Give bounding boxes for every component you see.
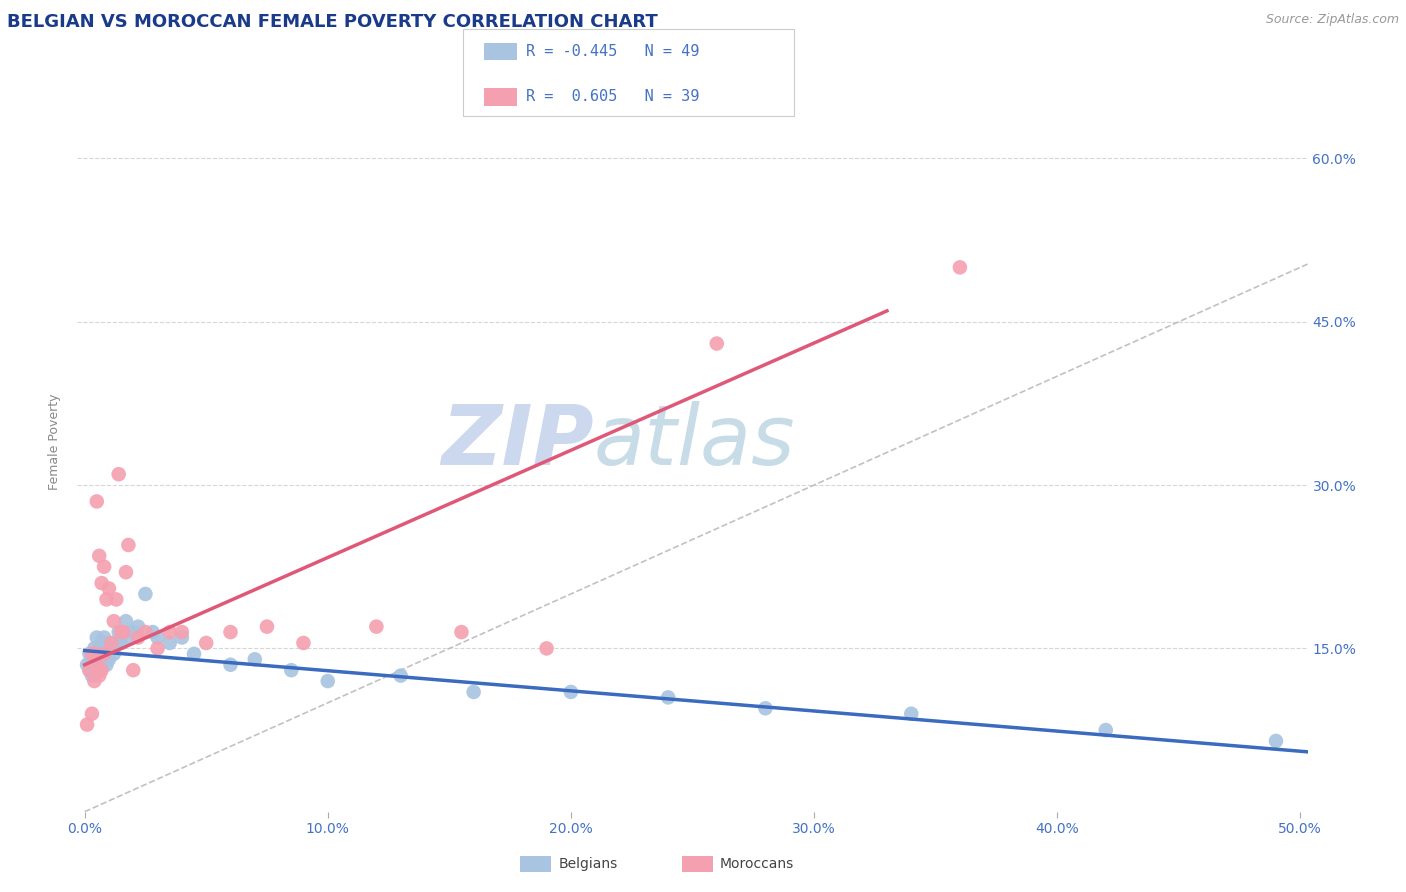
Point <box>90 576 112 591</box>
Point <box>93 647 115 661</box>
Point <box>93 652 115 666</box>
Point <box>195 636 218 650</box>
Point <box>115 614 138 628</box>
Point <box>103 614 125 628</box>
Point <box>450 625 472 640</box>
Point <box>86 494 108 508</box>
Point <box>110 636 132 650</box>
Point <box>112 625 135 640</box>
Point <box>110 625 132 640</box>
Point <box>89 549 111 563</box>
Point <box>86 631 108 645</box>
Point <box>142 625 165 640</box>
Text: ZIP: ZIP <box>441 401 595 482</box>
Point <box>1265 734 1288 748</box>
Point <box>127 631 149 645</box>
Point <box>90 657 112 672</box>
Point <box>97 636 120 650</box>
Point <box>117 538 139 552</box>
Text: Moroccans: Moroccans <box>720 857 794 871</box>
Point <box>146 641 169 656</box>
Point <box>105 636 128 650</box>
Point <box>112 625 135 640</box>
Point <box>76 657 98 672</box>
Point <box>83 641 105 656</box>
Point <box>83 663 105 677</box>
Point <box>170 625 193 640</box>
Point <box>316 674 339 689</box>
Text: R = -0.445   N = 49: R = -0.445 N = 49 <box>526 44 699 59</box>
Text: R =  0.605   N = 39: R = 0.605 N = 39 <box>526 89 699 104</box>
Point <box>86 657 108 672</box>
Point <box>280 663 302 677</box>
Point <box>93 631 115 645</box>
Point <box>900 706 922 721</box>
Point <box>80 706 103 721</box>
Point <box>949 260 972 275</box>
Point <box>134 587 156 601</box>
Point <box>100 636 122 650</box>
Point <box>657 690 679 705</box>
Point <box>79 663 101 677</box>
Point <box>183 647 205 661</box>
Point <box>706 336 728 351</box>
Point <box>1094 723 1116 737</box>
Point <box>107 467 129 482</box>
Point <box>89 652 111 666</box>
Point <box>463 685 485 699</box>
Point <box>89 641 111 656</box>
Point <box>159 636 181 650</box>
Point <box>86 657 108 672</box>
Point <box>96 592 118 607</box>
Point <box>83 674 105 689</box>
Point <box>292 636 315 650</box>
Point <box>366 619 388 633</box>
Point <box>243 652 266 666</box>
Text: atlas: atlas <box>595 401 796 482</box>
Point <box>560 685 582 699</box>
Point <box>146 631 169 645</box>
Point <box>83 647 105 661</box>
Point <box>93 559 115 574</box>
Point <box>80 647 103 661</box>
Point <box>80 652 103 666</box>
Point <box>122 625 145 640</box>
Point <box>90 636 112 650</box>
Text: Belgians: Belgians <box>558 857 617 871</box>
Point <box>100 641 122 656</box>
Point <box>219 657 242 672</box>
Point <box>170 631 193 645</box>
Point <box>107 625 129 640</box>
Text: BELGIAN VS MOROCCAN FEMALE POVERTY CORRELATION CHART: BELGIAN VS MOROCCAN FEMALE POVERTY CORRE… <box>7 13 658 31</box>
Point <box>96 647 118 661</box>
Point <box>256 619 278 633</box>
Point <box>86 647 108 661</box>
Point <box>90 663 112 677</box>
Y-axis label: Female Poverty: Female Poverty <box>48 393 62 490</box>
Point <box>89 668 111 682</box>
Point <box>79 647 101 661</box>
Point <box>103 647 125 661</box>
Point <box>76 717 98 731</box>
Point <box>159 625 181 640</box>
Point <box>117 631 139 645</box>
Point <box>536 641 558 656</box>
Point <box>122 663 145 677</box>
Point <box>80 668 103 682</box>
Point <box>97 652 120 666</box>
Point <box>754 701 776 715</box>
Point <box>219 625 242 640</box>
Point <box>389 668 412 682</box>
Point <box>127 619 149 633</box>
Point <box>96 657 118 672</box>
Point <box>97 582 120 596</box>
Text: Source: ZipAtlas.com: Source: ZipAtlas.com <box>1265 13 1399 27</box>
Point <box>89 663 111 677</box>
Point <box>115 565 138 579</box>
Point <box>134 625 156 640</box>
Point <box>105 592 128 607</box>
Point <box>79 663 101 677</box>
